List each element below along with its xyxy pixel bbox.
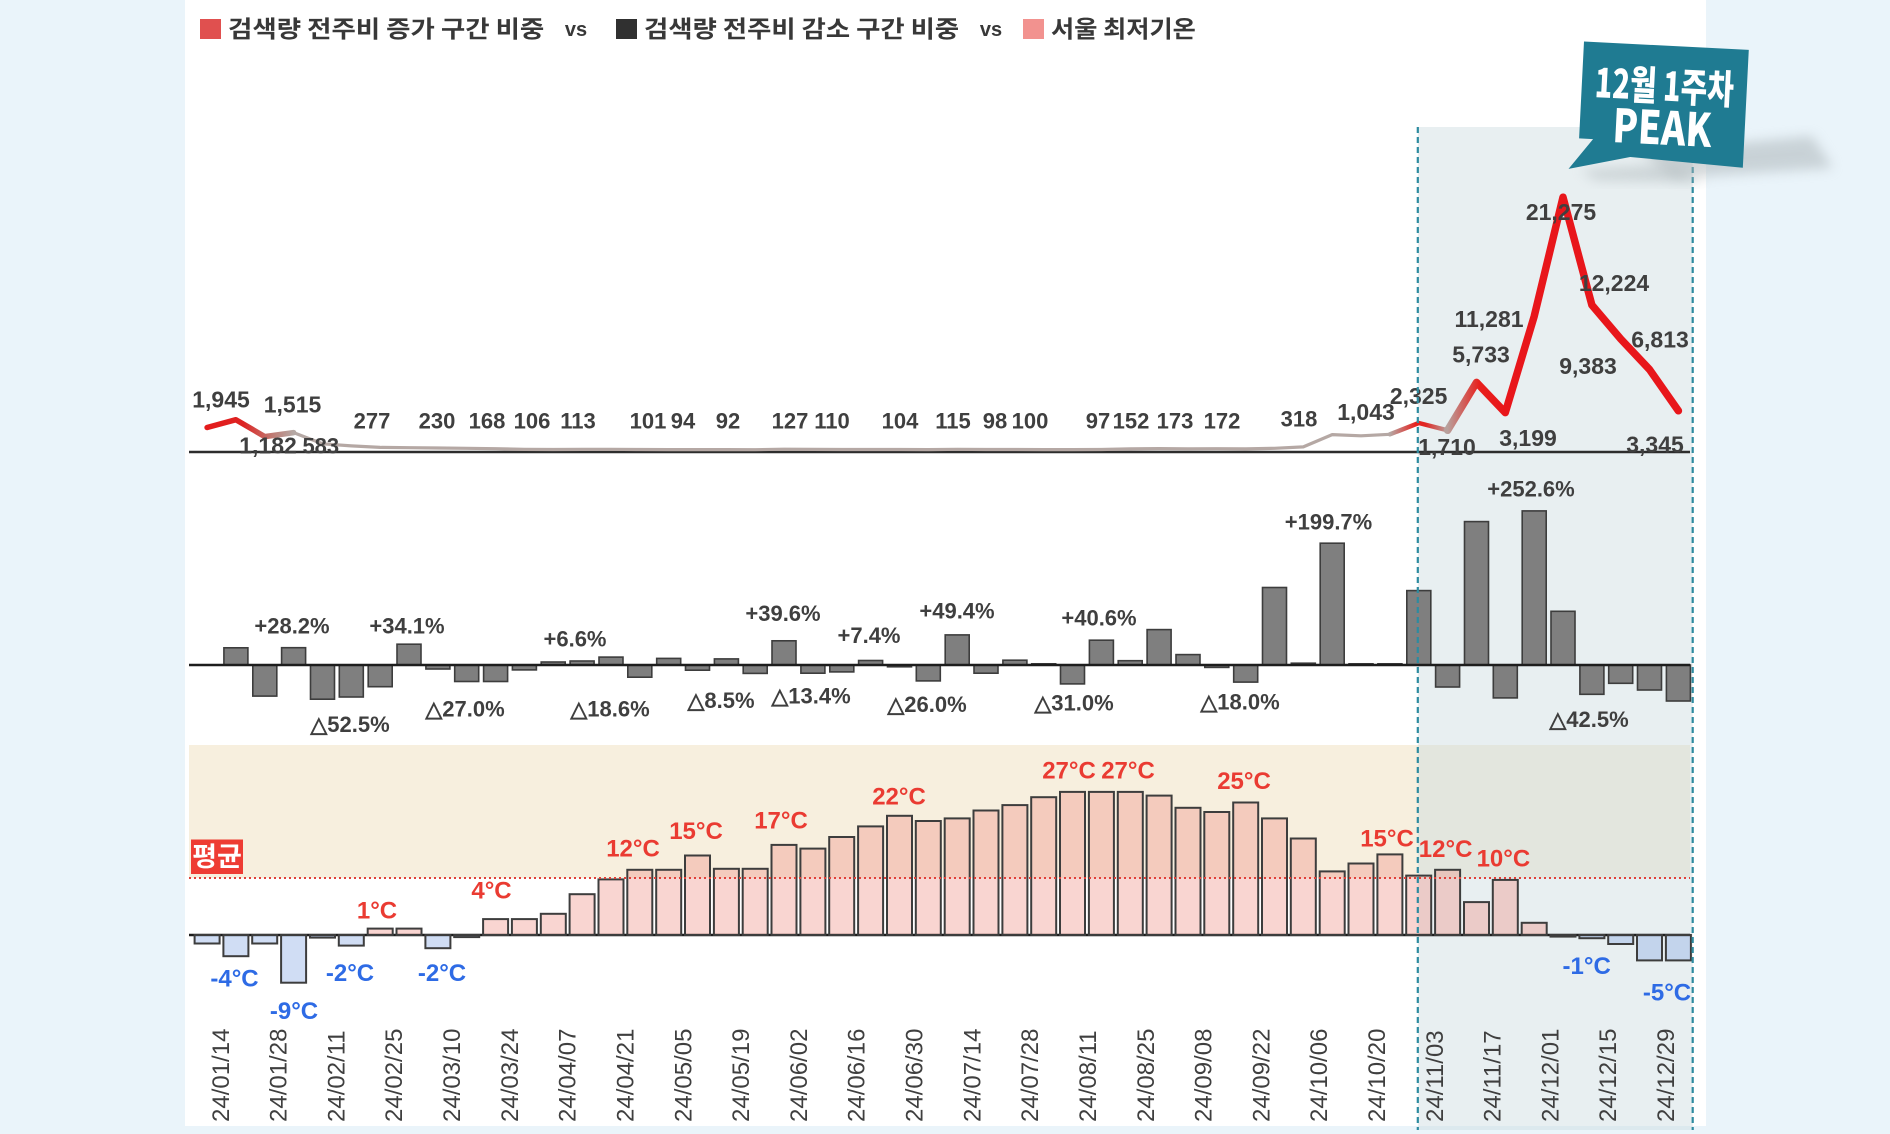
- svg-text:10°C: 10°C: [1477, 846, 1531, 873]
- svg-text:101: 101: [630, 409, 667, 434]
- svg-text:+7.4%: +7.4%: [838, 623, 901, 648]
- svg-text:3,199: 3,199: [1499, 425, 1557, 451]
- svg-text:92: 92: [716, 409, 740, 434]
- svg-text:24/03/24: 24/03/24: [497, 1029, 524, 1122]
- svg-text:6,813: 6,813: [1631, 327, 1689, 353]
- svg-text:24/02/11: 24/02/11: [323, 1030, 350, 1122]
- svg-text:+39.6%: +39.6%: [745, 601, 820, 626]
- svg-text:+28.2%: +28.2%: [254, 614, 329, 639]
- svg-text:+252.6%: +252.6%: [1487, 477, 1574, 502]
- svg-text:+6.6%: +6.6%: [544, 627, 607, 652]
- svg-text:318: 318: [1281, 407, 1318, 432]
- svg-text:24/08/11: 24/08/11: [1075, 1030, 1102, 1122]
- svg-text:△26.0%: △26.0%: [886, 692, 966, 717]
- svg-text:22°C: 22°C: [872, 784, 926, 811]
- svg-text:24/12/29: 24/12/29: [1653, 1029, 1680, 1122]
- svg-text:24/11/03: 24/11/03: [1422, 1030, 1449, 1122]
- svg-text:-2°C: -2°C: [326, 960, 374, 987]
- svg-text:24/10/20: 24/10/20: [1364, 1029, 1391, 1122]
- svg-text:173: 173: [1157, 409, 1194, 434]
- svg-text:+49.4%: +49.4%: [919, 599, 994, 624]
- svg-text:110: 110: [814, 409, 850, 434]
- svg-text:1,515: 1,515: [264, 392, 322, 418]
- svg-text:24/06/16: 24/06/16: [844, 1029, 871, 1122]
- svg-text:24/03/10: 24/03/10: [439, 1029, 466, 1122]
- svg-text:9,383: 9,383: [1559, 353, 1617, 379]
- svg-text:115: 115: [935, 409, 971, 434]
- svg-text:-2°C: -2°C: [418, 960, 466, 987]
- svg-text:△18.0%: △18.0%: [1199, 690, 1279, 715]
- svg-text:27°C: 27°C: [1042, 758, 1096, 785]
- svg-text:127: 127: [772, 409, 809, 434]
- svg-text:24/01/14: 24/01/14: [208, 1029, 235, 1122]
- svg-text:24/07/28: 24/07/28: [1017, 1029, 1044, 1122]
- svg-text:24/05/05: 24/05/05: [670, 1029, 697, 1122]
- svg-text:-5°C: -5°C: [1643, 980, 1691, 1007]
- svg-text:1,043: 1,043: [1337, 399, 1395, 425]
- svg-text:vs: vs: [980, 19, 1002, 41]
- svg-text:△13.4%: △13.4%: [770, 684, 850, 709]
- svg-text:24/05/19: 24/05/19: [728, 1029, 755, 1122]
- svg-text:△52.5%: △52.5%: [309, 712, 389, 737]
- svg-text:11,281: 11,281: [1454, 306, 1523, 332]
- svg-text:△18.6%: △18.6%: [569, 697, 649, 722]
- svg-text:△42.5%: △42.5%: [1548, 707, 1628, 732]
- svg-text:15°C: 15°C: [1360, 826, 1414, 853]
- svg-text:24/12/15: 24/12/15: [1595, 1029, 1622, 1122]
- svg-text:15°C: 15°C: [669, 818, 723, 845]
- svg-text:24/01/28: 24/01/28: [266, 1029, 293, 1122]
- svg-text:△27.0%: △27.0%: [424, 697, 504, 722]
- svg-text:106: 106: [514, 409, 551, 434]
- svg-text:277: 277: [354, 409, 391, 434]
- svg-text:12°C: 12°C: [606, 836, 660, 863]
- svg-text:△31.0%: △31.0%: [1033, 691, 1113, 716]
- svg-text:98: 98: [983, 409, 1007, 434]
- svg-text:+199.7%: +199.7%: [1285, 510, 1372, 535]
- svg-text:24/10/06: 24/10/06: [1306, 1029, 1333, 1122]
- svg-text:25°C: 25°C: [1217, 768, 1271, 795]
- svg-text:24/06/30: 24/06/30: [902, 1029, 929, 1122]
- svg-text:1,945: 1,945: [192, 387, 250, 413]
- svg-text:1°C: 1°C: [357, 898, 397, 925]
- svg-text:24/12/01: 24/12/01: [1537, 1029, 1564, 1122]
- svg-text:12°C: 12°C: [1419, 836, 1473, 863]
- svg-text:24/04/21: 24/04/21: [613, 1029, 640, 1122]
- svg-text:24/06/02: 24/06/02: [786, 1029, 813, 1122]
- svg-text:104: 104: [882, 409, 919, 434]
- svg-text:97: 97: [1086, 409, 1110, 434]
- svg-text:21,275: 21,275: [1526, 199, 1597, 225]
- svg-text:24/09/08: 24/09/08: [1191, 1029, 1218, 1122]
- svg-text:△8.5%: △8.5%: [686, 688, 754, 713]
- svg-text:100: 100: [1012, 409, 1049, 434]
- svg-text:24/11/17: 24/11/17: [1480, 1030, 1507, 1122]
- svg-text:-9°C: -9°C: [270, 998, 318, 1025]
- svg-text:24/09/22: 24/09/22: [1248, 1029, 1275, 1122]
- svg-text:24/08/25: 24/08/25: [1133, 1029, 1160, 1122]
- svg-text:27°C: 27°C: [1101, 758, 1155, 785]
- svg-text:vs: vs: [565, 19, 587, 41]
- svg-text:12,224: 12,224: [1579, 270, 1650, 296]
- svg-text:-4°C: -4°C: [210, 966, 258, 993]
- svg-text:230: 230: [419, 409, 456, 434]
- svg-text:152: 152: [1113, 409, 1150, 434]
- svg-text:+40.6%: +40.6%: [1061, 606, 1136, 631]
- svg-text:24/02/25: 24/02/25: [381, 1029, 408, 1122]
- svg-text:4°C: 4°C: [471, 878, 511, 905]
- svg-text:24/07/14: 24/07/14: [959, 1029, 986, 1122]
- svg-text:3,345: 3,345: [1626, 432, 1684, 458]
- svg-text:1,710: 1,710: [1418, 434, 1476, 460]
- svg-text:+34.1%: +34.1%: [369, 614, 444, 639]
- svg-text:172: 172: [1204, 409, 1241, 434]
- svg-text:17°C: 17°C: [754, 808, 808, 835]
- svg-text:94: 94: [671, 409, 696, 434]
- svg-text:-1°C: -1°C: [1563, 953, 1611, 980]
- svg-text:5,733: 5,733: [1452, 342, 1510, 368]
- svg-text:168: 168: [469, 409, 506, 434]
- svg-text:24/04/07: 24/04/07: [555, 1029, 582, 1122]
- svg-text:113: 113: [560, 409, 596, 434]
- svg-text:583: 583: [302, 434, 339, 459]
- svg-text:2,325: 2,325: [1390, 383, 1448, 409]
- svg-text:1,182: 1,182: [239, 433, 297, 459]
